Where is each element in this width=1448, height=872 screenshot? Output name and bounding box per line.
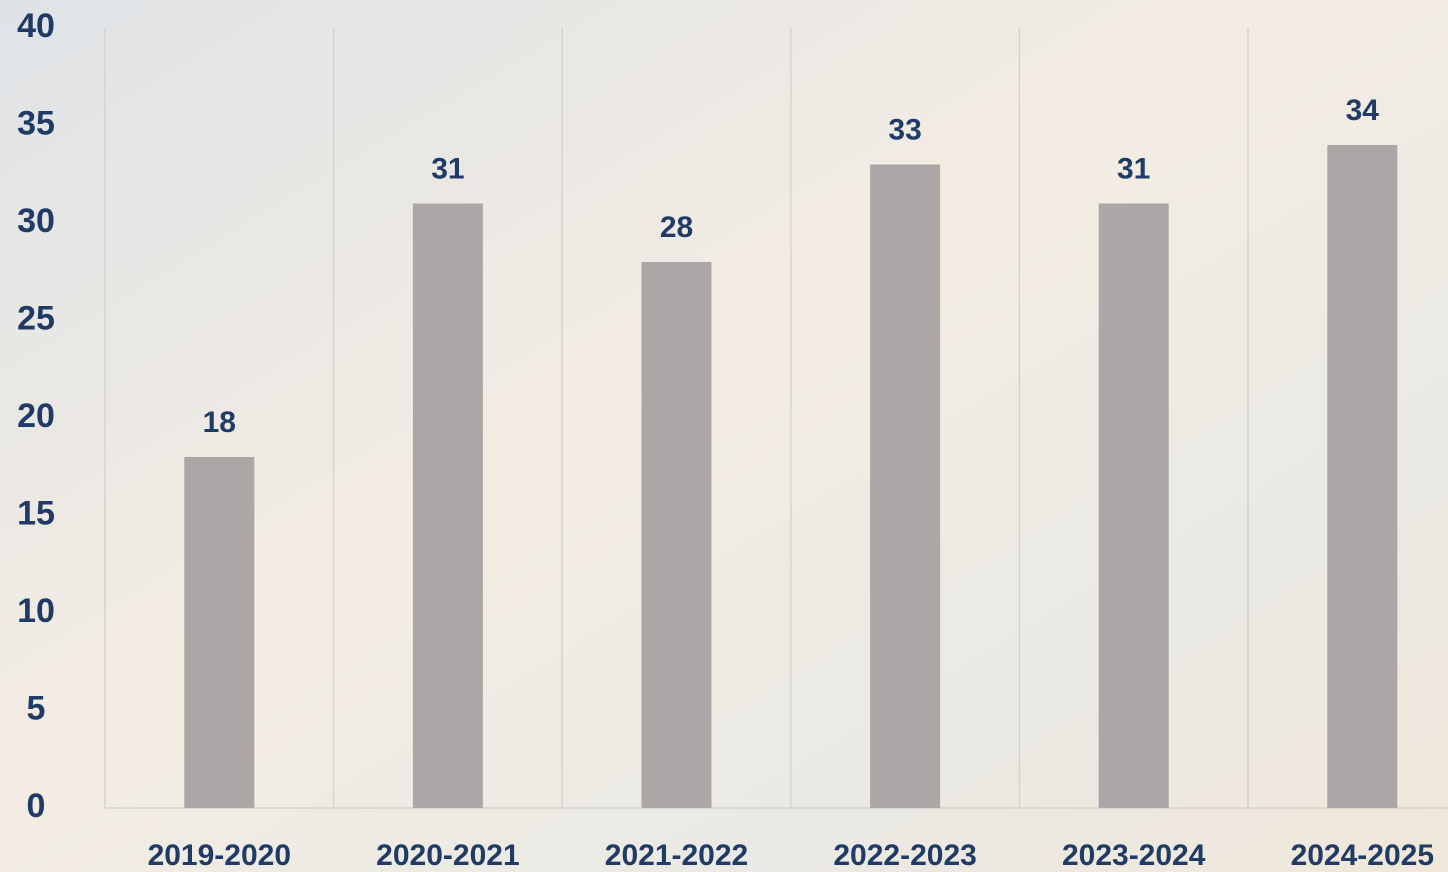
bar: [1099, 204, 1169, 809]
x-tick-label: 2021-2022: [605, 839, 748, 872]
y-tick-label: 30: [17, 202, 55, 240]
y-tick-label: 35: [17, 104, 55, 142]
y-tick-label: 15: [17, 494, 55, 532]
y-tick-label: 25: [17, 299, 55, 337]
bar: [870, 165, 940, 809]
value-label: 31: [431, 152, 464, 185]
y-tick-label: 0: [27, 787, 46, 825]
value-label: 18: [203, 406, 236, 439]
y-tick-label: 10: [17, 592, 55, 630]
value-label: 31: [1117, 152, 1150, 185]
bar: [642, 262, 712, 808]
value-label: 33: [888, 113, 921, 146]
y-tick-label: 5: [27, 689, 46, 727]
y-tick-label: 20: [17, 397, 55, 435]
bar: [184, 457, 254, 808]
value-label: 28: [660, 211, 693, 244]
bar: [413, 204, 483, 809]
y-tick-label: 40: [17, 7, 55, 45]
x-tick-label: 2022-2023: [833, 839, 976, 872]
x-tick-label: 2020-2021: [376, 839, 519, 872]
value-label: 34: [1346, 94, 1380, 127]
bar: [1327, 145, 1397, 808]
x-tick-label: 2019-2020: [148, 839, 291, 872]
chart: 0 5 10 15 20 25 30 35 40 2019-2020 18 2020-2021 31 20…: [0, 0, 1448, 872]
x-tick-label: 2023-2024: [1062, 839, 1206, 872]
x-tick-label: 2024-2025: [1291, 839, 1434, 872]
